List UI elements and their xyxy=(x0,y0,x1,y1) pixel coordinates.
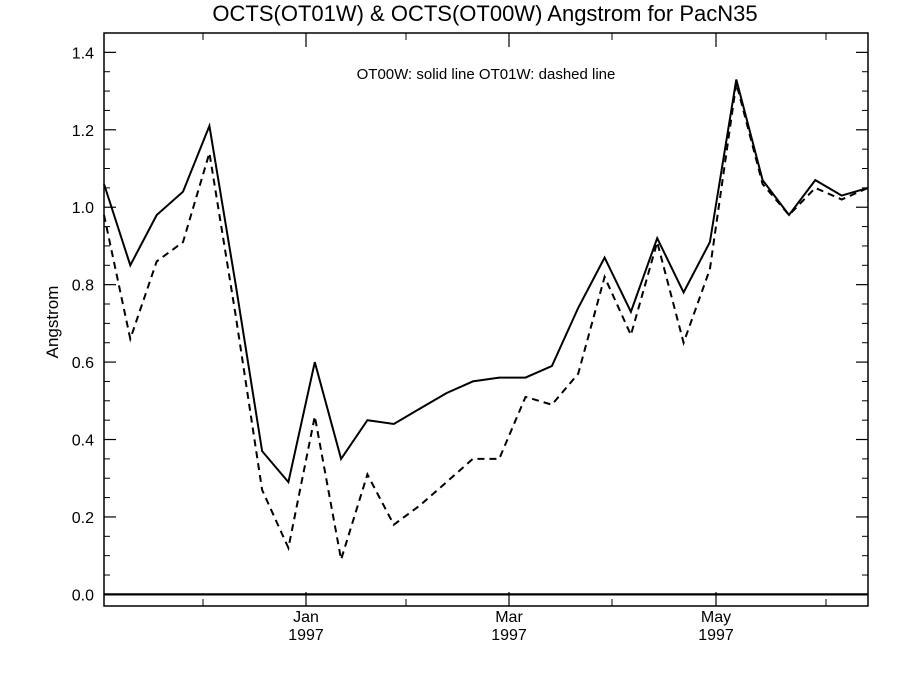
x-tick-month: Jan xyxy=(293,609,319,626)
series-line-ot01w xyxy=(103,83,869,560)
y-tick-label: 1.4 xyxy=(72,45,94,62)
x-tick-year: 1997 xyxy=(288,627,324,644)
x-tick-year: 1997 xyxy=(491,627,527,644)
x-tick-year: 1997 xyxy=(698,627,734,644)
chart-title: OCTS(OT01W) & OCTS(OT00W) Angstrom for P… xyxy=(212,1,757,26)
y-tick-label: 0.8 xyxy=(72,278,94,295)
y-tick-label: 0.2 xyxy=(72,510,94,527)
y-tick-label: 0.4 xyxy=(72,433,94,450)
series-line-ot00w xyxy=(103,79,869,485)
axis-ticks: 0.00.20.40.60.81.01.21.4Jan1997Mar1997Ma… xyxy=(72,33,868,644)
y-tick-label: 1.2 xyxy=(72,123,94,140)
series-lines xyxy=(103,79,869,560)
x-tick-month: Mar xyxy=(495,609,523,626)
x-tick-month: May xyxy=(701,609,731,626)
y-tick-label: 0.6 xyxy=(72,355,94,372)
legend-note: OT00W: solid line OT01W: dashed line xyxy=(357,66,616,83)
y-axis-label: Angstrom xyxy=(43,286,62,359)
y-tick-label: 0.0 xyxy=(72,587,94,604)
y-tick-label: 1.0 xyxy=(72,200,94,217)
plot-frame xyxy=(103,32,869,607)
